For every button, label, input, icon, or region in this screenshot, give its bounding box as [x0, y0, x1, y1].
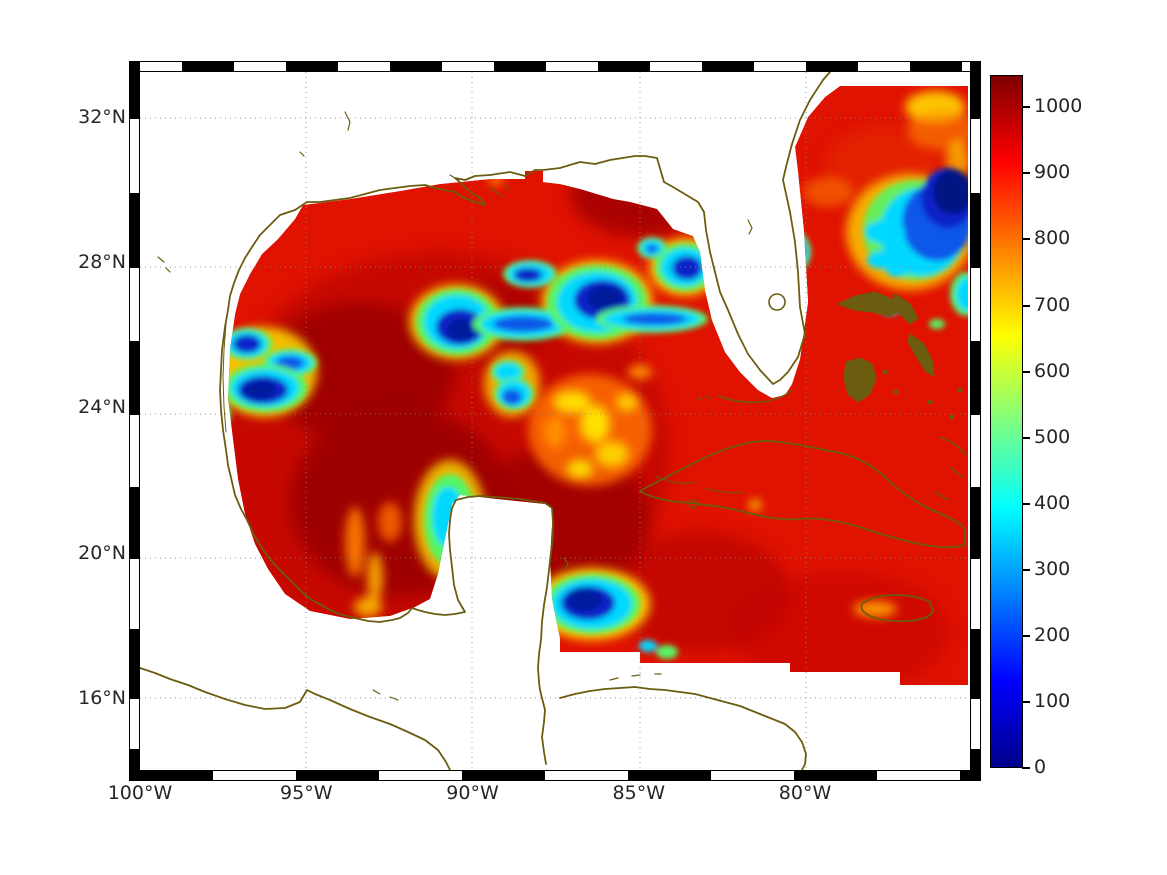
- colorbar-tick-mark: [1022, 172, 1030, 175]
- map-frame-left: [129, 61, 140, 781]
- lat-tick-label: 32°N: [78, 106, 126, 128]
- lon-tick-label: 100°W: [107, 782, 173, 804]
- colorbar-tick-label: 900: [1034, 161, 1071, 184]
- map-frame-right: [970, 61, 981, 781]
- colorbar-tick-label: 700: [1034, 293, 1071, 316]
- colorbar-tick-mark: [1022, 568, 1030, 571]
- lon-tick-label: 85°W: [612, 782, 665, 804]
- lat-tick-label: 28°N: [78, 251, 126, 274]
- bahamas-islands: [836, 291, 963, 420]
- colorbar-tick-mark: [1022, 767, 1030, 769]
- map-frame-top: [129, 61, 981, 72]
- lat-tick-label: 16°N: [78, 686, 126, 709]
- colorbar-tick-mark: [1022, 436, 1030, 439]
- colorbar-tick-mark: [1022, 700, 1030, 703]
- low-value-eddies: [228, 168, 968, 659]
- colorbar-tick-label: 0: [1034, 756, 1047, 778]
- colorbar-tick-mark: [1022, 502, 1030, 505]
- colorbar-tick-label: 400: [1034, 491, 1071, 514]
- coastlines: [139, 71, 966, 771]
- lon-tick-label: 80°W: [778, 782, 832, 804]
- colorbar-tick-label: 200: [1034, 623, 1071, 646]
- colorbar-tick-mark: [1022, 304, 1030, 307]
- colorbar-tick-mark: [1022, 106, 1030, 109]
- map-frame-bottom: [129, 770, 981, 781]
- colorbar-tick-label: 500: [1034, 425, 1071, 448]
- colorbar-tick-mark: [1022, 370, 1030, 373]
- lat-tick-label: 20°N: [78, 541, 126, 564]
- lon-tick-label: 95°W: [280, 782, 333, 804]
- colorbar-tick-label: 600: [1034, 359, 1071, 382]
- lon-tick-label: 90°W: [446, 782, 499, 804]
- map-plot-area: [139, 71, 970, 771]
- colorbar: [990, 75, 1023, 768]
- colorbar-tick-mark: [1022, 238, 1030, 241]
- lat-tick-label: 24°N: [78, 396, 126, 419]
- colorbar-tick-label: 300: [1034, 557, 1071, 580]
- colorbar-tick-label: 800: [1034, 227, 1071, 250]
- graticule: [140, 72, 970, 770]
- map-svg: [139, 71, 970, 771]
- colorbar-tick-label: 1000: [1034, 95, 1083, 118]
- colorbar-tick-label: 100: [1034, 689, 1071, 712]
- colorbar-tick-mark: [1022, 634, 1030, 637]
